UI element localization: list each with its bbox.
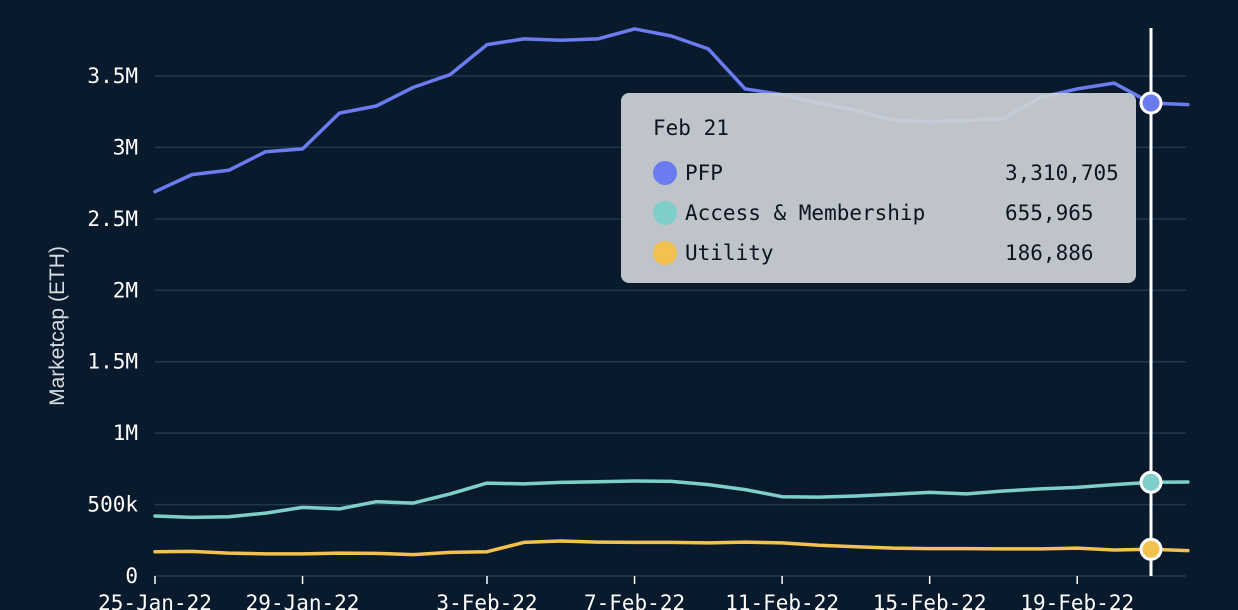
hover-markers bbox=[1139, 91, 1163, 561]
y-tick-label: 2.5M bbox=[87, 207, 138, 231]
tooltip-series-value: 186,886 bbox=[1005, 241, 1094, 265]
access-membership-line bbox=[153, 479, 1190, 520]
x-tick-label: 19-Feb-22 bbox=[1020, 591, 1134, 610]
y-tick-label: 1.5M bbox=[87, 350, 138, 374]
y-tick-label: 2M bbox=[113, 278, 138, 302]
tooltip: Feb 21 PFP 3,310,705 Access & Membership… bbox=[621, 93, 1136, 283]
tooltip-series-name: PFP bbox=[685, 161, 723, 185]
tooltip-date: Feb 21 bbox=[653, 116, 729, 140]
x-tick-label: 15-Feb-22 bbox=[873, 591, 987, 610]
tooltip-row-utility: Utility 186,886 bbox=[653, 233, 1136, 273]
x-tick-label: 11-Feb-22 bbox=[725, 591, 839, 610]
tooltip-series-value: 655,965 bbox=[1005, 201, 1094, 225]
y-tick-label: 3M bbox=[113, 135, 138, 159]
hover-marker bbox=[1139, 537, 1163, 561]
tooltip-row-pfp: PFP 3,310,705 bbox=[653, 153, 1136, 193]
y-tick-label: 3.5M bbox=[87, 64, 138, 88]
hover-marker bbox=[1139, 470, 1163, 494]
x-tick-label: 25-Jan-22 bbox=[98, 591, 212, 610]
y-tick-label: 500k bbox=[87, 493, 138, 517]
tooltip-row-access-membership: Access & Membership 655,965 bbox=[653, 193, 1136, 233]
x-tick-label: 7-Feb-22 bbox=[584, 591, 685, 610]
y-axis-label: Marketcap (ETH) bbox=[46, 246, 69, 406]
legend-dot-icon bbox=[653, 161, 677, 185]
tooltip-series-name: Access & Membership bbox=[685, 201, 926, 225]
hover-marker bbox=[1139, 91, 1163, 115]
x-tick-label: 29-Jan-22 bbox=[246, 591, 360, 610]
tooltip-series-name: Utility bbox=[685, 241, 774, 265]
y-tick-label: 1M bbox=[113, 421, 138, 445]
x-tick-label: 3-Feb-22 bbox=[436, 591, 537, 610]
tooltip-series-value: 3,310,705 bbox=[1005, 161, 1119, 185]
y-axis: 0 500k 1M 1.5M 2M 2.5M 3M 3.5M bbox=[87, 64, 138, 588]
legend-dot-icon bbox=[653, 201, 677, 225]
utility-line bbox=[153, 539, 1190, 557]
y-tick-label: 0 bbox=[125, 564, 138, 588]
legend-dot-icon bbox=[653, 241, 677, 265]
x-axis: 25-Jan-22 29-Jan-22 3-Feb-22 7-Feb-22 11-Feb… bbox=[98, 576, 1134, 610]
